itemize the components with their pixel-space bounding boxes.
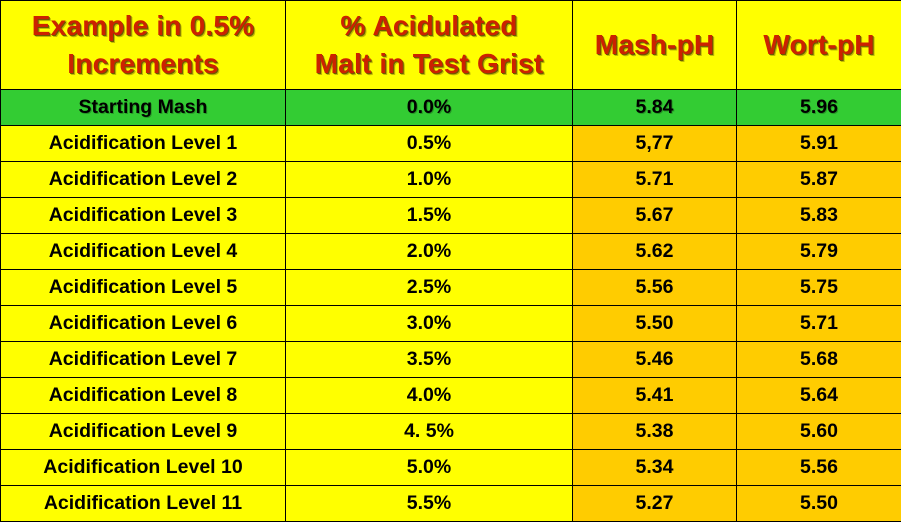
row-label-cell: Acidification Level 6 bbox=[1, 306, 286, 342]
row-label-cell: Acidification Level 3 bbox=[1, 198, 286, 234]
row-label-cell: Starting Mash bbox=[1, 90, 286, 126]
wort-ph-cell: 5.83 bbox=[737, 198, 901, 234]
acid-malt-cell: 3.5% bbox=[286, 342, 573, 378]
acid-malt-cell: 0.5% bbox=[286, 126, 573, 162]
acid-malt-cell: 2.0% bbox=[286, 234, 573, 270]
mash-ph-cell: 5,77 bbox=[573, 126, 737, 162]
wort-ph-cell: 5.56 bbox=[737, 450, 901, 486]
acid-malt-cell: 3.0% bbox=[286, 306, 573, 342]
acid-malt-cell: 5.5% bbox=[286, 486, 573, 522]
mash-ph-cell: 5.56 bbox=[573, 270, 737, 306]
header-example-line2: Increments bbox=[1, 45, 285, 83]
header-acidulated-line1: % Acidulated bbox=[286, 7, 572, 45]
row-label-cell: Acidification Level 5 bbox=[1, 270, 286, 306]
row-label-cell: Acidification Level 2 bbox=[1, 162, 286, 198]
mash-ph-cell: 5.84 bbox=[573, 90, 737, 126]
wort-ph-cell: 5.68 bbox=[737, 342, 901, 378]
row-label-cell: Acidification Level 11 bbox=[1, 486, 286, 522]
wort-ph-cell: 5.79 bbox=[737, 234, 901, 270]
wort-ph-cell: 5.96 bbox=[737, 90, 901, 126]
mash-ph-cell: 5.71 bbox=[573, 162, 737, 198]
acid-malt-cell: 0.0% bbox=[286, 90, 573, 126]
mash-ph-cell: 5.41 bbox=[573, 378, 737, 414]
header-example: Example in 0.5% Increments bbox=[1, 1, 286, 90]
mash-ph-cell: 5.27 bbox=[573, 486, 737, 522]
mash-ph-cell: 5.34 bbox=[573, 450, 737, 486]
acid-malt-cell: 2.5% bbox=[286, 270, 573, 306]
row-label-cell: Acidification Level 4 bbox=[1, 234, 286, 270]
row-label-cell: Acidification Level 9 bbox=[1, 414, 286, 450]
header-acidulated-line2: Malt in Test Grist bbox=[286, 45, 572, 83]
acid-malt-cell: 4. 5% bbox=[286, 414, 573, 450]
mash-ph-cell: 5.62 bbox=[573, 234, 737, 270]
header-mash-ph: Mash-pH bbox=[573, 1, 737, 90]
row-label-cell: Acidification Level 8 bbox=[1, 378, 286, 414]
row-label-cell: Acidification Level 1 bbox=[1, 126, 286, 162]
wort-ph-cell: 5.71 bbox=[737, 306, 901, 342]
wort-ph-cell: 5.87 bbox=[737, 162, 901, 198]
row-label-cell: Acidification Level 7 bbox=[1, 342, 286, 378]
mash-ph-cell: 5.38 bbox=[573, 414, 737, 450]
row-label-cell: Acidification Level 10 bbox=[1, 450, 286, 486]
header-example-line1: Example in 0.5% bbox=[1, 7, 285, 45]
wort-ph-cell: 5.50 bbox=[737, 486, 901, 522]
wort-ph-cell: 5.60 bbox=[737, 414, 901, 450]
mash-ph-cell: 5.67 bbox=[573, 198, 737, 234]
acid-malt-cell: 1.0% bbox=[286, 162, 573, 198]
header-row: Example in 0.5% Increments % Acidulated … bbox=[1, 1, 901, 90]
wort-ph-cell: 5.91 bbox=[737, 126, 901, 162]
header-acidulated-malt: % Acidulated Malt in Test Grist bbox=[286, 1, 573, 90]
header-wort-ph: Wort-pH bbox=[737, 1, 901, 90]
mash-ph-cell: 5.46 bbox=[573, 342, 737, 378]
acid-malt-cell: 5.0% bbox=[286, 450, 573, 486]
mash-ph-cell: 5.50 bbox=[573, 306, 737, 342]
acid-malt-cell: 4.0% bbox=[286, 378, 573, 414]
wort-ph-cell: 5.64 bbox=[737, 378, 901, 414]
acid-malt-cell: 1.5% bbox=[286, 198, 573, 234]
wort-ph-cell: 5.75 bbox=[737, 270, 901, 306]
